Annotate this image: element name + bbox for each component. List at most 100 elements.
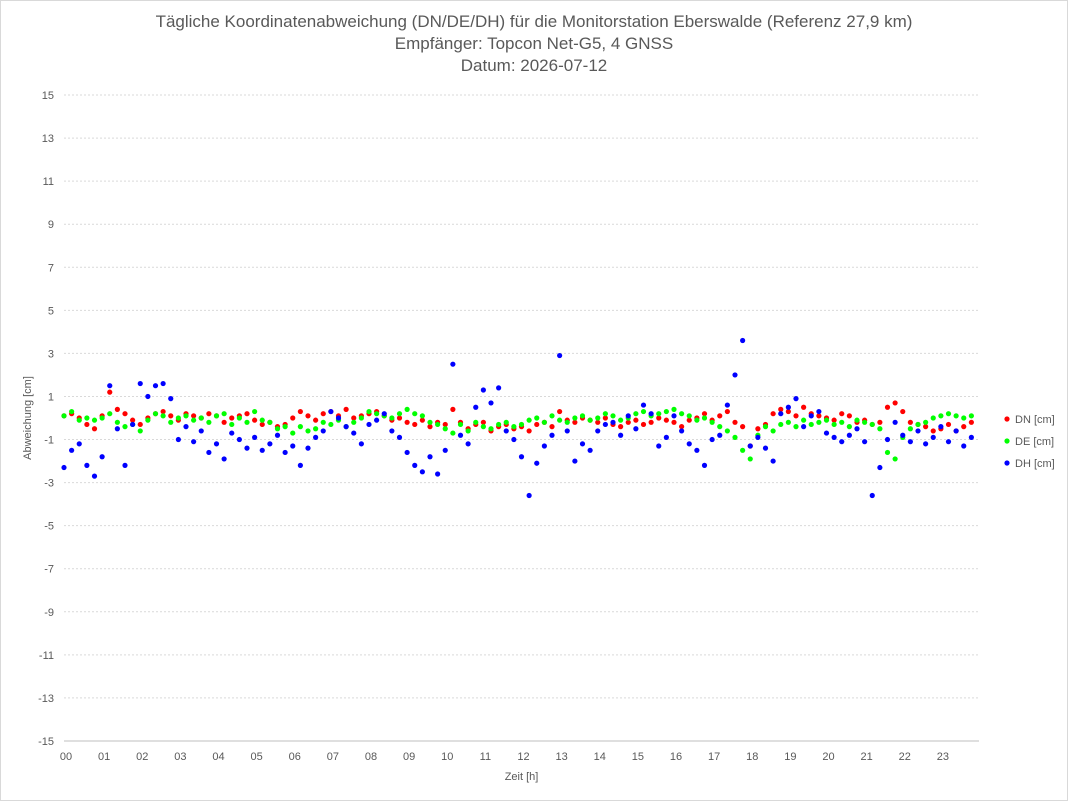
data-point — [839, 419, 845, 425]
data-point — [259, 421, 265, 428]
data-point — [61, 413, 67, 419]
legend: DN [cm] DE [cm] DH [cm] — [1004, 414, 1055, 470]
data-point — [618, 424, 624, 430]
data-point — [76, 417, 82, 423]
data-point — [358, 415, 364, 421]
x-tick-label: 13 — [556, 751, 568, 763]
data-point — [91, 473, 98, 479]
data-point — [396, 411, 403, 417]
data-point — [534, 460, 540, 466]
data-point — [274, 426, 281, 432]
data-point — [618, 417, 624, 423]
data-point — [221, 419, 227, 425]
data-point — [366, 421, 372, 428]
data-point — [953, 428, 959, 434]
data-point — [709, 419, 715, 425]
data-point — [229, 421, 235, 428]
data-point — [778, 406, 784, 412]
legend-item: DE [cm] — [1004, 436, 1054, 448]
data-point — [198, 428, 204, 434]
data-point — [938, 424, 944, 430]
data-point — [770, 458, 776, 464]
data-point — [465, 428, 471, 434]
data-point — [480, 387, 486, 393]
data-point — [549, 413, 555, 419]
data-point — [343, 406, 349, 412]
data-point — [747, 456, 753, 462]
data-point — [221, 456, 227, 462]
data-point — [137, 428, 143, 434]
data-point — [91, 417, 98, 423]
y-tick-label: 3 — [48, 348, 54, 360]
data-point — [732, 434, 738, 440]
data-point — [877, 464, 883, 471]
data-point — [145, 417, 151, 423]
data-point — [694, 417, 700, 423]
data-point — [450, 406, 456, 412]
data-point — [625, 413, 631, 419]
data-point — [518, 421, 525, 428]
data-point — [122, 424, 128, 430]
data-point — [717, 432, 723, 438]
y-tick-label: 9 — [48, 219, 54, 231]
data-point — [587, 447, 593, 453]
data-point — [564, 419, 570, 425]
data-point — [907, 419, 913, 425]
data-point — [572, 458, 578, 464]
data-point — [351, 415, 357, 421]
data-point — [229, 415, 235, 421]
data-point — [236, 415, 242, 421]
data-point — [442, 426, 448, 432]
x-tick-label: 18 — [746, 751, 758, 763]
data-point — [404, 406, 410, 412]
data-point — [335, 415, 342, 421]
data-point — [656, 443, 662, 449]
data-point — [732, 419, 738, 425]
data-point — [671, 413, 677, 419]
data-point — [968, 434, 974, 440]
data-point — [846, 432, 852, 438]
data-point — [717, 413, 723, 419]
data-point — [511, 424, 517, 430]
data-point — [229, 430, 235, 436]
data-point — [831, 417, 837, 423]
data-point — [183, 424, 189, 430]
data-point — [717, 424, 723, 430]
data-point — [114, 419, 120, 425]
data-point — [435, 471, 441, 477]
data-point — [633, 417, 639, 423]
data-point — [343, 424, 349, 430]
data-point — [168, 419, 174, 425]
data-points — [61, 337, 974, 499]
data-point — [701, 462, 708, 468]
data-point — [930, 434, 936, 440]
data-point — [968, 413, 974, 419]
data-point — [419, 469, 425, 475]
data-point — [648, 411, 654, 417]
data-point — [107, 383, 113, 389]
x-tick-label: 12 — [517, 751, 529, 763]
data-point — [69, 408, 75, 415]
data-point — [396, 415, 403, 421]
x-tick-label: 09 — [403, 751, 415, 763]
data-point — [450, 430, 456, 436]
data-point — [290, 443, 296, 449]
data-point — [419, 417, 425, 423]
data-point — [541, 443, 547, 449]
data-point — [961, 415, 967, 421]
data-point — [572, 419, 578, 425]
data-point — [320, 428, 326, 434]
data-point — [175, 415, 181, 421]
data-point — [610, 419, 616, 425]
data-point — [84, 462, 90, 468]
data-point — [206, 449, 212, 456]
data-point — [274, 432, 281, 438]
chart-title: Tägliche Koordinatenabweichung (DN/DE/DH… — [155, 12, 913, 31]
data-point — [297, 424, 303, 430]
data-point — [496, 385, 502, 391]
data-point — [244, 419, 250, 425]
data-point — [480, 419, 486, 425]
data-point — [76, 441, 82, 447]
y-axis-title: Abweichung [cm] — [22, 376, 34, 460]
data-point — [770, 428, 776, 434]
